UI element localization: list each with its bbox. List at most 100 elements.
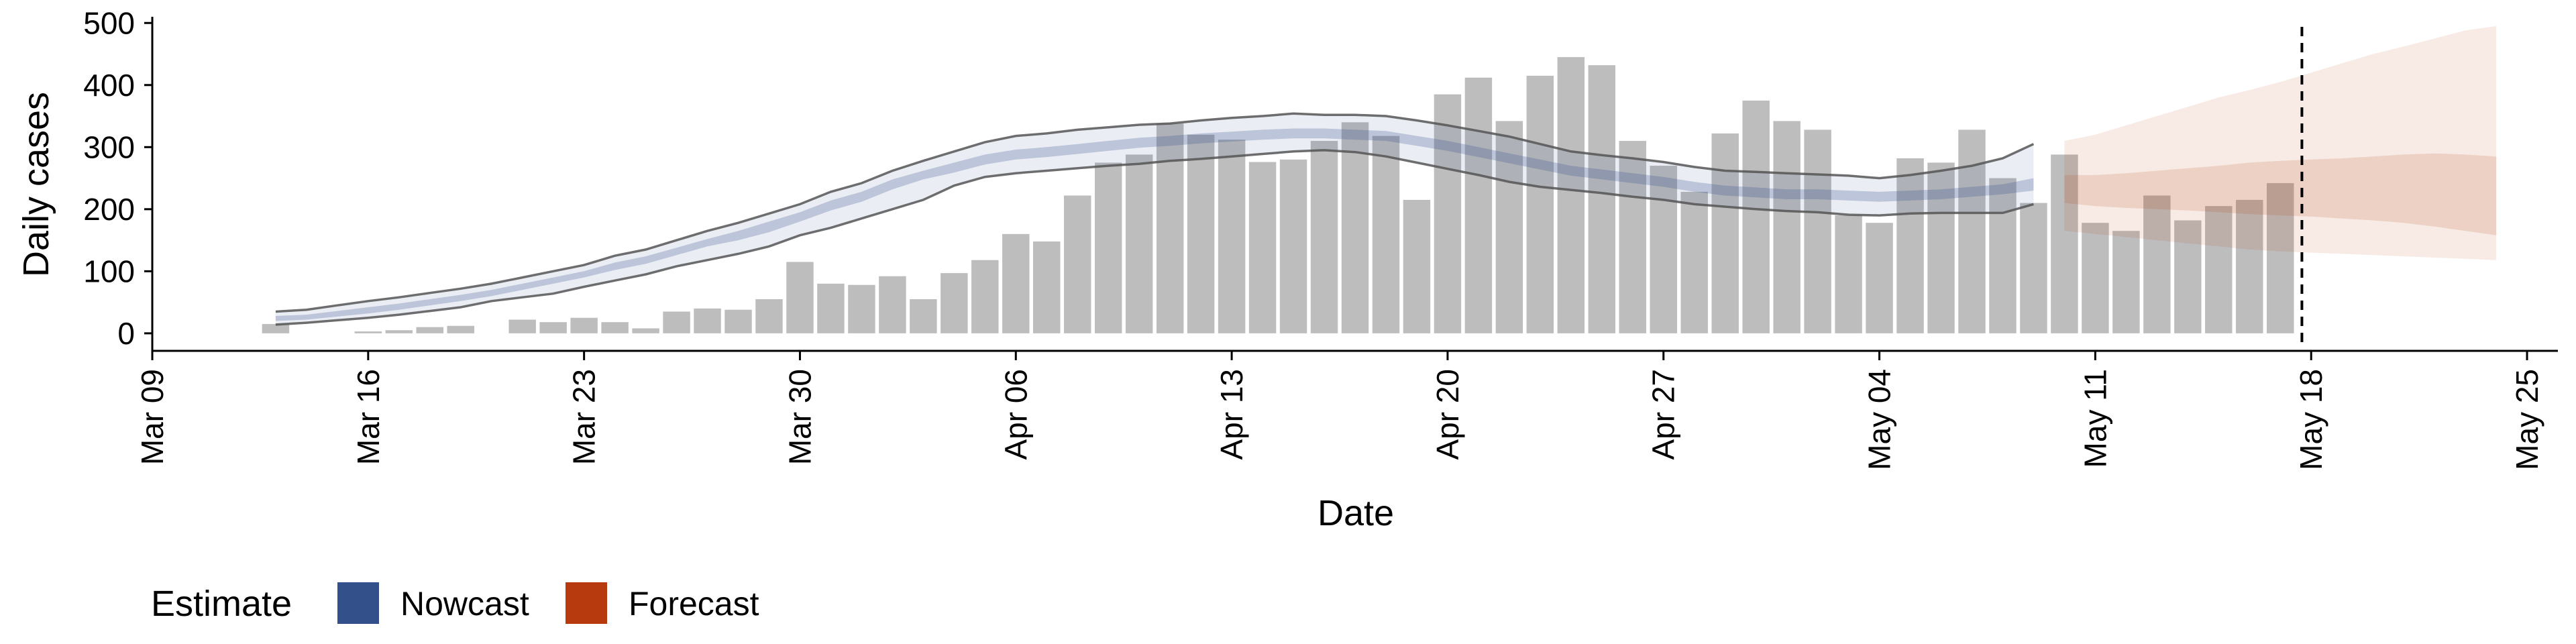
y-axis-ticks: 0 100 200 300 400 500: [83, 5, 152, 351]
case-bar: [910, 299, 937, 333]
x-tick-label: May 04: [1862, 369, 1897, 470]
y-axis-title: Daily cases: [16, 92, 56, 277]
case-bar: [2174, 220, 2202, 333]
case-bar: [2143, 195, 2171, 333]
case-bar: [1650, 166, 1677, 333]
case-bar: [1804, 129, 1831, 333]
case-bar: [724, 309, 752, 333]
case-bar: [2205, 206, 2233, 333]
case-bar: [1187, 134, 1215, 333]
legend: Estimate Nowcast Forecast: [151, 582, 759, 624]
case-bar: [1341, 122, 1369, 333]
case-bar: [1156, 123, 1184, 333]
case-bar: [2020, 203, 2047, 333]
case-bar: [354, 331, 382, 333]
case-bar: [1773, 121, 1801, 333]
y-tick-label: 200: [83, 192, 135, 227]
nowcast-upper-line: [275, 112, 2035, 313]
case-bar: [1372, 136, 1400, 333]
x-tick-label: Apr 06: [998, 369, 1033, 460]
case-bar: [1002, 233, 1030, 333]
nowcast-lower-line: [275, 149, 2034, 326]
x-tick-label: May 25: [2510, 369, 2544, 470]
x-tick-label: Apr 27: [1646, 369, 1681, 460]
case-bar: [385, 330, 413, 333]
case-bar: [786, 262, 814, 333]
case-bar: [1742, 100, 1770, 333]
case-bar: [2082, 223, 2109, 333]
estimate-bands: [275, 25, 2497, 325]
legend-swatch-forecast: [566, 582, 607, 624]
case-bar: [1218, 140, 1246, 333]
case-bar: [941, 273, 968, 333]
legend-label-forecast: Forecast: [629, 585, 759, 623]
axes: [151, 17, 2558, 352]
case-bar: [1495, 121, 1523, 333]
case-bar: [632, 328, 659, 333]
case-bar: [1619, 141, 1646, 333]
case-bar: [539, 322, 567, 333]
case-bar: [508, 319, 536, 333]
x-tick-label: May 18: [2294, 369, 2328, 470]
y-tick-label: 400: [83, 68, 135, 103]
x-tick-label: Mar 16: [351, 369, 386, 465]
case-bar: [1588, 65, 1616, 333]
y-tick-label: 300: [83, 129, 135, 164]
case-bar: [2051, 154, 2078, 333]
case-bar: [416, 327, 443, 333]
y-tick-label: 100: [83, 254, 135, 288]
x-tick-label: Mar 09: [135, 369, 170, 465]
nowcast-outer-band: [275, 113, 2034, 325]
case-bar: [817, 283, 845, 333]
case-bar: [1094, 162, 1122, 333]
case-bar: [2112, 231, 2140, 333]
case-bar: [1927, 162, 1955, 333]
x-tick-label: May 11: [2078, 369, 2112, 468]
case-bar: [1680, 191, 1708, 333]
case-bar: [755, 299, 783, 333]
nowcast-inner-band: [275, 128, 2034, 321]
case-bar: [1711, 133, 1739, 333]
case-bar: [1434, 94, 1462, 333]
x-axis-title: Date: [1318, 493, 1394, 533]
case-bar: [1310, 141, 1338, 333]
x-tick-label: Apr 13: [1214, 369, 1249, 460]
forecast-inner-band: [2064, 153, 2497, 235]
case-bar: [663, 311, 690, 333]
case-bar: [1835, 215, 1862, 333]
case-bar: [1557, 57, 1585, 333]
case-bar: [1896, 158, 1924, 333]
case-bar: [1064, 195, 1091, 333]
case-bar: [1866, 223, 1893, 333]
legend-title: Estimate: [151, 584, 292, 624]
case-bar: [570, 317, 598, 333]
case-bar: [1464, 77, 1493, 333]
case-bar: [262, 323, 290, 333]
case-bar: [1403, 199, 1431, 333]
legend-label-nowcast: Nowcast: [400, 585, 529, 623]
case-bar: [1958, 129, 1986, 333]
case-bar: [1033, 241, 1061, 333]
nowcast-bound-lines: [275, 112, 2035, 326]
x-axis-ticks: Mar 09 Mar 16 Mar 23 Mar 30 Apr 06 Apr 13 Apr …: [135, 351, 2544, 470]
case-bar: [879, 276, 906, 333]
case-bar: [694, 308, 721, 333]
case-bar: [2267, 182, 2294, 333]
x-tick-label: Mar 30: [782, 369, 817, 465]
x-tick-label: Apr 20: [1430, 369, 1465, 460]
case-bar: [1248, 162, 1277, 333]
y-tick-label: 500: [83, 5, 135, 40]
y-tick-label: 0: [117, 316, 135, 351]
case-bars: [262, 57, 2294, 333]
case-bar: [848, 284, 875, 333]
x-tick-label: Mar 23: [567, 369, 602, 465]
case-bar: [447, 325, 474, 333]
case-bar: [1125, 154, 1153, 333]
forecast-outer-band: [2064, 25, 2497, 260]
legend-swatch-nowcast: [337, 582, 379, 624]
case-bar: [601, 322, 629, 333]
case-bar: [2236, 199, 2263, 333]
case-bar: [1989, 178, 2017, 333]
case-bar: [1279, 159, 1307, 333]
